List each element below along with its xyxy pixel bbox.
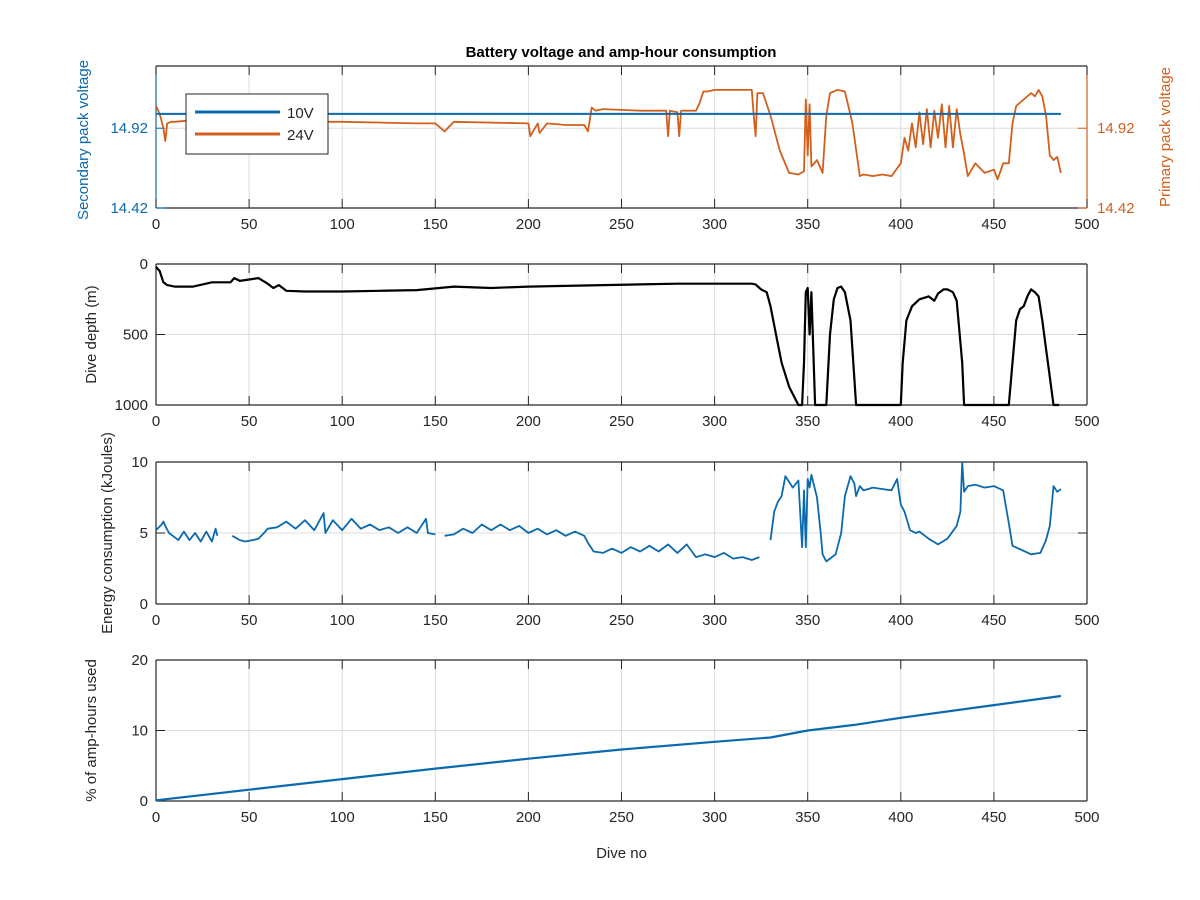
x-tick-label: 200 [516,216,541,233]
x-tick-label: 250 [609,216,634,233]
x-tick-label: 450 [981,612,1006,629]
panel-4: 0 50 100 150 200 250 300 350 400 450 500 0 10 20 % of … [83,652,1100,862]
y-tick-label: 14.42 [110,200,148,217]
y-tick-label: 10 [131,723,148,740]
x-tick-label: 0 [152,809,160,826]
x-tick-label: 400 [888,612,913,629]
y-tick-label: 14.92 [110,120,148,137]
legend-box [185,93,329,155]
x-tick-label: 450 [981,413,1006,430]
x-tick-label: 400 [888,413,913,430]
y-axis-label: Energy consumption (kJoules) [99,432,116,634]
depth-line [155,266,1060,407]
x-tick-label: 0 [152,216,160,233]
x-tick-label: 100 [330,809,355,826]
y-tick-label: 0 [140,596,148,613]
energy-line-segment [231,512,436,543]
x-tick-label: 150 [423,216,448,233]
x-tick-label: 150 [423,809,448,826]
legend-label-10v: 10V [287,105,314,122]
amp-hours-line [155,694,1062,802]
x-tick-label: 450 [981,809,1006,826]
x-tick-label: 150 [423,413,448,430]
x-axis-label: Dive no [596,845,647,862]
x-tick-label: 0 [152,413,160,430]
x-tick-label: 350 [795,216,820,233]
panel-2: 0 50 100 150 200 250 300 350 400 450 500 0 500 1000 Di… [83,256,1100,430]
x-tick-label: 150 [423,612,448,629]
x-tick-label: 250 [609,612,634,629]
y-tick-label: 1000 [115,397,148,414]
y-left-label: Secondary pack voltage [75,60,92,220]
x-tick-label: 50 [241,413,258,430]
y-tick-label: 0 [140,793,148,810]
x-tick-label: 300 [702,612,727,629]
x-tick-label: 200 [516,612,541,629]
y-right-tick-label: 14.92 [1097,120,1135,137]
x-tick-label: 200 [516,809,541,826]
x-tick-label: 100 [330,612,355,629]
y-axis-label: Dive depth (m) [83,285,100,383]
x-tick-label: 300 [702,413,727,430]
panel-1: 0 50 100 150 200 250 300 350 400 450 50014.4214.92… [75,60,1174,233]
panel-3: 0 50 100 150 200 250 300 350 400 450 500 0 5 10 Energy… [99,432,1100,634]
x-tick-label: 50 [241,809,258,826]
x-tick-label: 350 [795,413,820,430]
x-tick-label: 500 [1074,216,1099,233]
x-tick-label: 400 [888,809,913,826]
figure-title: Battery voltage and amp-hour consumption [466,44,777,61]
x-tick-label: 50 [241,216,258,233]
y-right-label: Primary pack voltage [1157,67,1174,207]
y-tick-label: 20 [131,652,148,669]
x-tick-label: 400 [888,216,913,233]
x-tick-label: 200 [516,413,541,430]
x-tick-label: 50 [241,612,258,629]
x-tick-label: 500 [1074,612,1099,629]
x-tick-label: 450 [981,216,1006,233]
energy-line-segment [155,520,219,543]
y-tick-label: 10 [131,454,148,471]
x-tick-label: 350 [795,809,820,826]
y-tick-label: 0 [140,256,148,273]
series-24v-line [155,89,1062,181]
y-tick-label: 5 [140,525,148,542]
x-tick-label: 350 [795,612,820,629]
x-tick-label: 250 [609,809,634,826]
x-tick-label: 250 [609,413,634,430]
y-right-tick-label: 14.42 [1097,200,1135,217]
energy-line-segment [769,461,1062,563]
y-axis-label: % of amp-hours used [83,659,100,802]
x-tick-label: 100 [330,413,355,430]
x-tick-label: 300 [702,809,727,826]
x-tick-label: 300 [702,216,727,233]
x-tick-label: 0 [152,612,160,629]
energy-line-segment [444,523,760,561]
x-tick-label: 500 [1074,809,1099,826]
y-tick-label: 500 [123,327,148,344]
x-tick-label: 500 [1074,413,1099,430]
x-tick-label: 100 [330,216,355,233]
legend-label-24v: 24V [287,127,314,144]
